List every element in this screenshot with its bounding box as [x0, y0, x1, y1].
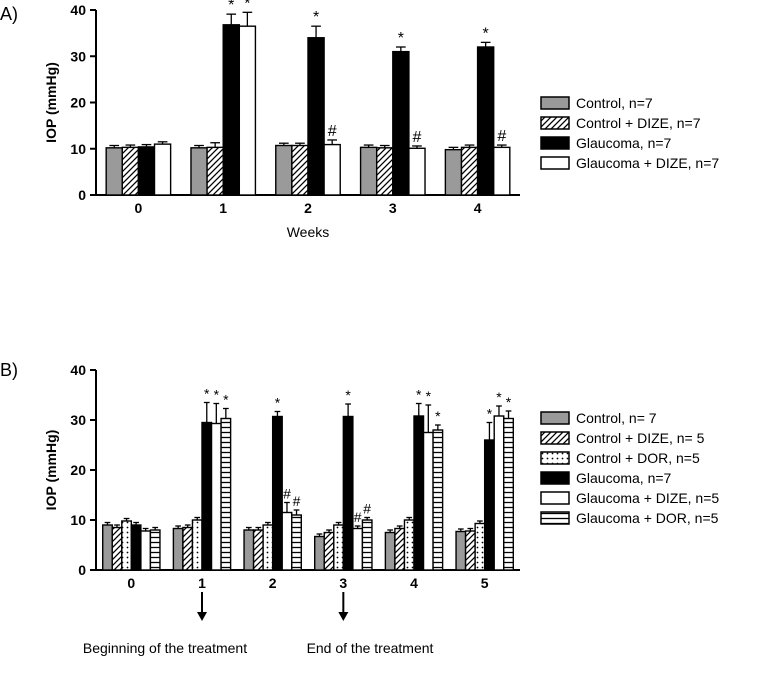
svg-text:3: 3 [389, 200, 397, 216]
legend-label: Control + DIZE, n= 5 [576, 430, 704, 446]
svg-text:#: # [354, 509, 362, 525]
svg-text:*: * [228, 0, 234, 14]
svg-text:*: * [398, 30, 404, 47]
svg-text:*: * [223, 392, 229, 408]
svg-text:0: 0 [78, 187, 86, 203]
svg-text:*: * [496, 389, 502, 405]
legend-label: Control, n= 7 [576, 410, 657, 426]
legend-item: Control + DIZE, n=7 [540, 115, 719, 131]
svg-text:*: * [487, 406, 493, 422]
svg-text:*: * [244, 0, 250, 12]
svg-text:*: * [416, 387, 422, 403]
legend-label: Control + DOR, n=5 [576, 450, 700, 466]
svg-text:4: 4 [410, 575, 418, 591]
panel-a-label: A) [0, 4, 18, 25]
svg-text:#: # [497, 128, 506, 145]
svg-text:#: # [283, 486, 291, 502]
svg-text:1: 1 [219, 200, 227, 216]
chart-b: 010203040IOP (mmHg)01***2*##3*##4***5*** [30, 360, 530, 640]
svg-text:10: 10 [70, 141, 86, 157]
svg-text:0: 0 [78, 562, 86, 578]
panel-b-label: B) [0, 360, 18, 381]
legend-label: Glaucoma, n=7 [576, 135, 671, 151]
svg-text:*: * [275, 395, 281, 411]
svg-text:40: 40 [70, 362, 86, 378]
chart-a: 0 10 20 30 40 IOP (mmHg) 0 1 * * 2 * #3 * #4 * # Weeks [30, 0, 530, 250]
svg-text:40: 40 [70, 2, 86, 18]
svg-text:4: 4 [474, 200, 482, 216]
svg-text:2: 2 [304, 200, 312, 216]
svg-text:0: 0 [127, 575, 135, 591]
svg-text:IOP (mmHg): IOP (mmHg) [43, 430, 59, 511]
svg-text:*: * [204, 386, 210, 402]
svg-text:*: * [483, 25, 489, 42]
legend-item: Glaucoma, n=7 [540, 135, 719, 151]
legend-item: Control + DIZE, n= 5 [540, 430, 719, 446]
arrow-begin-label: Beginning of the treatment [55, 640, 275, 656]
svg-text:*: * [426, 388, 432, 404]
legend-item: Glaucoma + DOR, n=5 [540, 510, 719, 526]
svg-text:Weeks: Weeks [287, 224, 330, 240]
legend-item: Glaucoma + DIZE, n=7 [540, 155, 719, 171]
svg-text:*: * [435, 408, 441, 424]
svg-text:#: # [363, 501, 371, 517]
svg-text:3: 3 [339, 575, 347, 591]
svg-text:20: 20 [70, 95, 86, 111]
svg-text:*: * [214, 387, 220, 403]
legend-label: Control + DIZE, n=7 [576, 115, 701, 131]
legend-item: Control + DOR, n=5 [540, 450, 719, 466]
legend-label: Control, n=7 [576, 95, 653, 111]
svg-text:IOP (mmHg): IOP (mmHg) [43, 62, 59, 143]
legend-item: Glaucoma, n=7 [540, 470, 719, 486]
legend-item: Control, n= 7 [540, 410, 719, 426]
legend-label: Glaucoma + DOR, n=5 [576, 510, 718, 526]
svg-text:*: * [506, 394, 512, 410]
legend-item: Control, n=7 [540, 95, 719, 111]
svg-text:30: 30 [70, 48, 86, 64]
legend-b: Control, n= 7 Control + DIZE, n= 5 Control… [540, 410, 719, 530]
svg-text:#: # [413, 129, 422, 146]
svg-text:#: # [293, 493, 301, 509]
legend-item: Glaucoma + DIZE, n=5 [540, 490, 719, 506]
svg-text:*: * [345, 387, 351, 403]
svg-text:5: 5 [481, 575, 489, 591]
svg-text:0: 0 [135, 200, 143, 216]
svg-text:10: 10 [70, 512, 86, 528]
legend-label: Glaucoma + DIZE, n=7 [576, 155, 719, 171]
svg-text:2: 2 [269, 575, 277, 591]
legend-label: Glaucoma + DIZE, n=5 [576, 490, 719, 506]
legend-label: Glaucoma, n=7 [576, 470, 671, 486]
svg-text:#: # [328, 123, 337, 140]
svg-text:30: 30 [70, 412, 86, 428]
svg-text:*: * [313, 9, 319, 26]
svg-text:1: 1 [198, 575, 206, 591]
arrow-end-label: End of the treatment [280, 640, 460, 656]
svg-text:20: 20 [70, 462, 86, 478]
legend-a: Control, n=7 Control + DIZE, n=7 Glaucoma,… [540, 95, 719, 175]
